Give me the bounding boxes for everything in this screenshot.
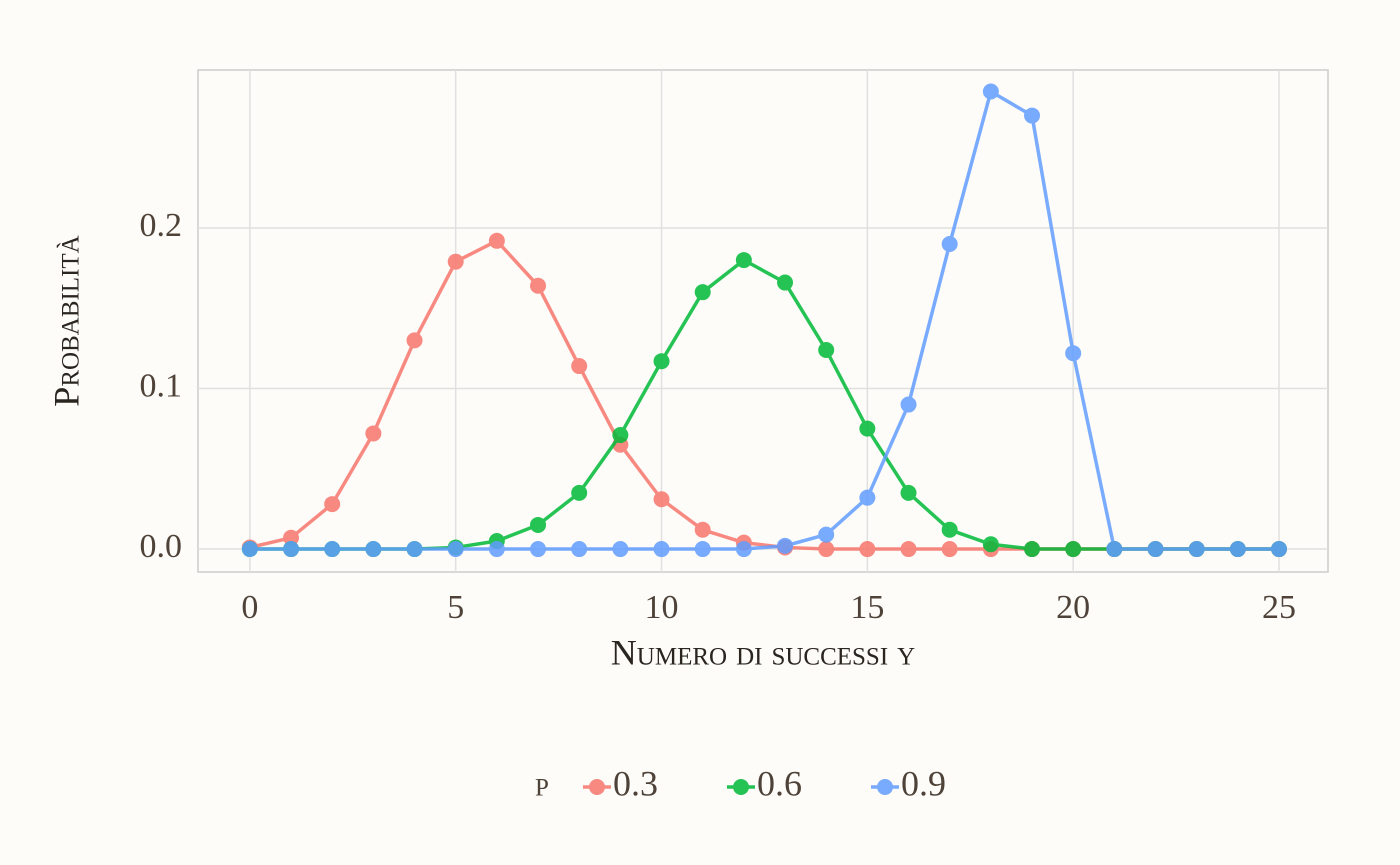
point [859, 541, 876, 558]
legend-item [583, 779, 611, 795]
x-tick-label: 25 [1262, 589, 1296, 626]
point [653, 491, 670, 508]
point [1147, 541, 1164, 558]
legend-label: 0.3 [613, 763, 658, 803]
point [324, 496, 341, 513]
point [818, 341, 835, 358]
point [447, 541, 464, 558]
point [941, 541, 958, 558]
point [1271, 541, 1288, 558]
point [447, 253, 464, 270]
point [612, 541, 629, 558]
legend-point [589, 779, 605, 795]
point [530, 277, 547, 294]
y-tick-label: 0.0 [140, 528, 183, 565]
legend-label: 0.9 [901, 763, 946, 803]
x-tick-label: 0 [241, 589, 258, 626]
point [941, 236, 958, 253]
series [241, 232, 1288, 558]
series [241, 83, 1288, 558]
point [1065, 345, 1082, 362]
line [249, 238, 1280, 551]
point [406, 541, 423, 558]
point [1024, 107, 1041, 124]
point [735, 252, 752, 269]
legend-point [877, 779, 893, 795]
point [571, 358, 588, 375]
plot-border [197, 69, 1329, 573]
point [900, 484, 917, 501]
x-tick-label: 5 [447, 589, 464, 626]
point [530, 541, 547, 558]
x-tick-label: 15 [850, 589, 884, 626]
point [365, 425, 382, 442]
legend-item [727, 779, 755, 795]
point [694, 521, 711, 538]
x-tick-label: 10 [645, 589, 679, 626]
point [571, 541, 588, 558]
point [818, 526, 835, 543]
point [612, 427, 629, 444]
point [1065, 541, 1082, 558]
point [859, 420, 876, 437]
legend-item [871, 779, 899, 795]
point [900, 541, 917, 558]
point [694, 541, 711, 558]
point [406, 332, 423, 349]
x-axis-title: Numero di successi y [611, 632, 915, 672]
point [1024, 541, 1041, 558]
y-tick-label: 0.1 [140, 367, 183, 404]
point [653, 353, 670, 370]
point [571, 484, 588, 501]
series [241, 252, 1288, 558]
point [1229, 541, 1246, 558]
point [777, 537, 794, 554]
legend-point [733, 779, 749, 795]
point [859, 489, 876, 506]
point [241, 541, 258, 558]
line [249, 257, 1280, 551]
point [982, 83, 999, 100]
point [777, 274, 794, 291]
point [530, 516, 547, 533]
point [283, 529, 300, 546]
point [982, 536, 999, 553]
point [900, 396, 917, 413]
point [818, 541, 835, 558]
y-axis-title: Probabilità [46, 235, 86, 406]
y-tick-label: 0.2 [140, 207, 183, 244]
legend-title: p [535, 763, 549, 803]
point [1106, 541, 1123, 558]
point [941, 521, 958, 538]
point [365, 541, 382, 558]
x-tick-label: 20 [1056, 589, 1090, 626]
point [488, 541, 505, 558]
point [1188, 541, 1205, 558]
point [694, 284, 711, 301]
line [249, 88, 1280, 551]
point [488, 232, 505, 249]
legend-label: 0.6 [757, 763, 802, 803]
point [653, 541, 670, 558]
point [735, 541, 752, 558]
point [324, 541, 341, 558]
point [283, 541, 300, 558]
